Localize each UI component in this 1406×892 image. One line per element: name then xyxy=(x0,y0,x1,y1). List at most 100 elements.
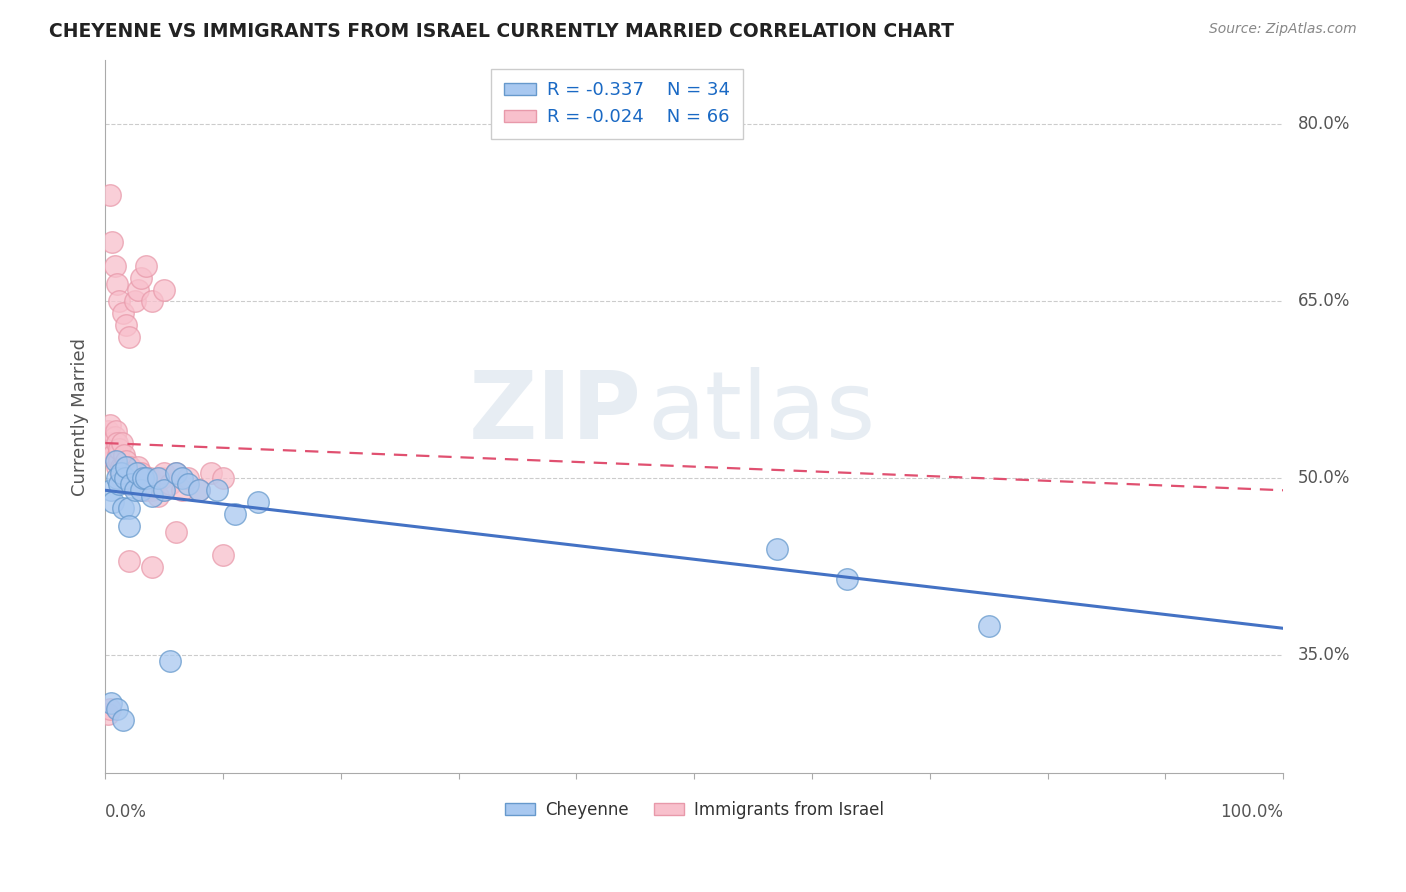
Point xyxy=(170,471,193,485)
Point xyxy=(176,477,198,491)
Text: 0.0%: 0.0% xyxy=(105,803,148,821)
Point xyxy=(224,507,246,521)
Point xyxy=(120,477,142,491)
Text: 35.0%: 35.0% xyxy=(1298,647,1350,665)
Point xyxy=(101,235,124,250)
Text: 80.0%: 80.0% xyxy=(1298,115,1350,134)
Text: atlas: atlas xyxy=(647,367,876,459)
Point xyxy=(100,696,122,710)
Point xyxy=(247,495,270,509)
Point xyxy=(141,489,163,503)
Point xyxy=(111,459,134,474)
Point xyxy=(105,459,128,474)
Point xyxy=(115,318,138,332)
Text: 65.0%: 65.0% xyxy=(1298,293,1350,310)
Point xyxy=(212,548,235,562)
Point xyxy=(129,466,152,480)
Text: ZIP: ZIP xyxy=(468,367,641,459)
Point xyxy=(212,471,235,485)
Point xyxy=(97,707,120,722)
Point xyxy=(97,424,120,438)
Point xyxy=(98,418,121,433)
Point xyxy=(188,483,211,498)
Point xyxy=(176,471,198,485)
Point xyxy=(101,442,124,456)
Point xyxy=(118,459,141,474)
Point xyxy=(159,477,181,491)
Point xyxy=(129,483,152,498)
Point xyxy=(104,424,127,438)
Point xyxy=(115,459,138,474)
Point xyxy=(153,466,176,480)
Point xyxy=(143,477,166,491)
Point xyxy=(135,483,157,498)
Point xyxy=(117,466,139,480)
Point xyxy=(141,560,163,574)
Point xyxy=(105,277,128,291)
Point xyxy=(139,471,162,485)
Point xyxy=(118,477,141,491)
Point xyxy=(111,306,134,320)
Point xyxy=(105,436,128,450)
Point xyxy=(837,572,859,586)
Point xyxy=(127,283,149,297)
Point xyxy=(148,489,170,503)
Point xyxy=(112,448,135,462)
Point xyxy=(115,454,138,468)
Point xyxy=(104,454,127,468)
Point xyxy=(125,466,148,480)
Point xyxy=(127,459,149,474)
Point xyxy=(148,471,170,485)
Point xyxy=(165,466,187,480)
Point xyxy=(141,294,163,309)
Point xyxy=(118,330,141,344)
Point xyxy=(104,430,127,444)
Point xyxy=(188,483,211,498)
Point xyxy=(124,471,146,485)
Point xyxy=(135,471,157,485)
Point xyxy=(124,294,146,309)
Point xyxy=(977,619,1000,633)
Point xyxy=(114,471,136,485)
Point xyxy=(97,448,120,462)
Point xyxy=(98,701,121,715)
Point xyxy=(129,477,152,491)
Point xyxy=(111,500,134,515)
Point xyxy=(108,477,131,491)
Point xyxy=(107,448,129,462)
Point xyxy=(124,483,146,498)
Point xyxy=(105,471,128,485)
Legend: Cheyenne, Immigrants from Israel: Cheyenne, Immigrants from Israel xyxy=(498,795,890,826)
Point xyxy=(104,259,127,273)
Point xyxy=(100,436,122,450)
Point xyxy=(135,259,157,273)
Point xyxy=(153,483,176,498)
Point xyxy=(205,483,228,498)
Point xyxy=(111,714,134,728)
Point xyxy=(170,483,193,498)
Point xyxy=(98,430,121,444)
Point xyxy=(129,271,152,285)
Point xyxy=(141,483,163,498)
Point xyxy=(111,466,134,480)
Point xyxy=(165,466,187,480)
Text: Source: ZipAtlas.com: Source: ZipAtlas.com xyxy=(1209,22,1357,37)
Point xyxy=(110,471,132,485)
Y-axis label: Currently Married: Currently Married xyxy=(72,337,89,496)
Point xyxy=(118,554,141,568)
Point xyxy=(110,459,132,474)
Point xyxy=(111,436,134,450)
Text: 50.0%: 50.0% xyxy=(1298,469,1350,487)
Point xyxy=(103,448,125,462)
Point xyxy=(165,524,187,539)
Point xyxy=(765,542,787,557)
Point xyxy=(115,459,138,474)
Point xyxy=(118,518,141,533)
Point xyxy=(108,442,131,456)
Text: 100.0%: 100.0% xyxy=(1220,803,1284,821)
Point xyxy=(110,466,132,480)
Point xyxy=(132,471,155,485)
Point xyxy=(108,294,131,309)
Point xyxy=(100,483,122,498)
Point xyxy=(200,466,222,480)
